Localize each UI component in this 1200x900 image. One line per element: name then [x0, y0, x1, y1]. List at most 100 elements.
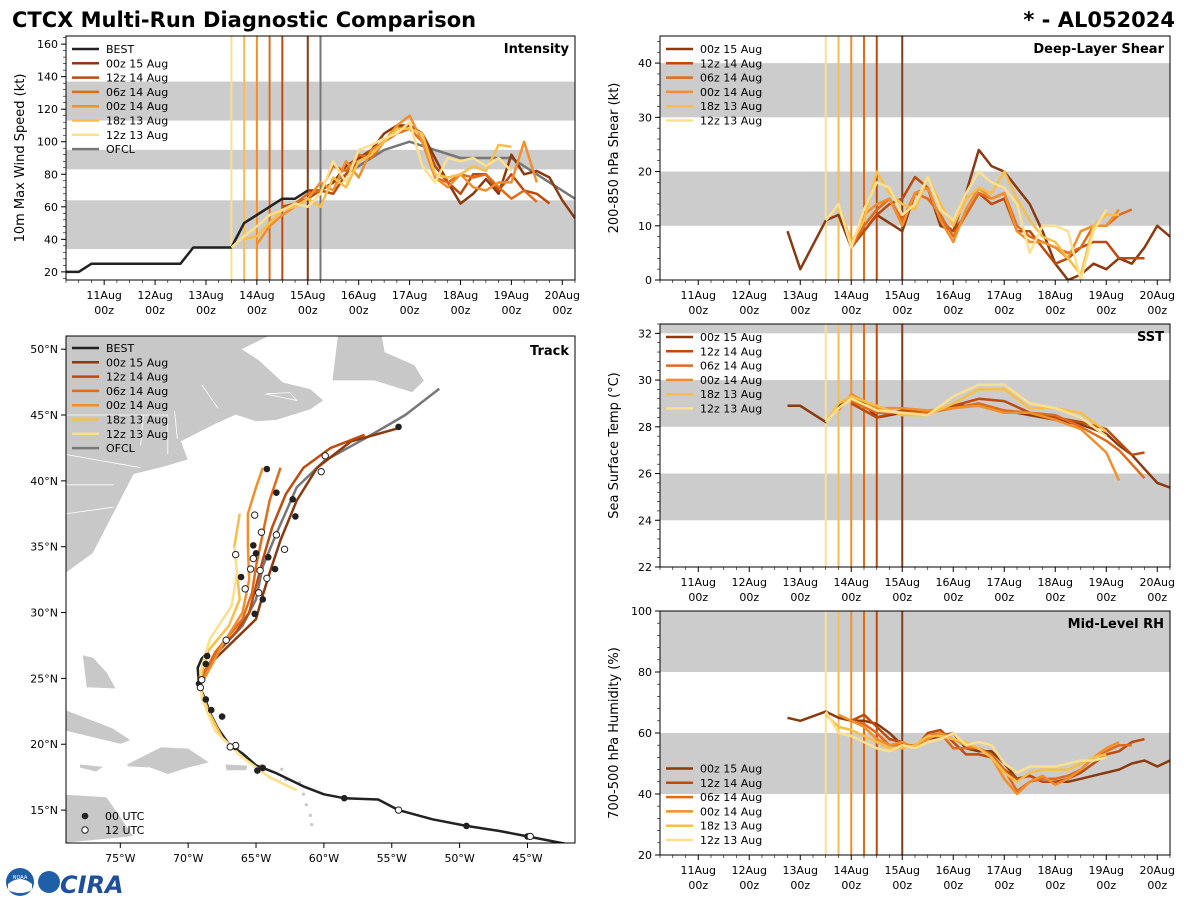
track-point-12utc: [321, 452, 329, 460]
lon-tick-label: 60°W: [309, 852, 339, 865]
series-line-18z-13-aug: [824, 713, 1107, 784]
lat-tick-label: 15°N: [30, 804, 58, 817]
marker-legend-label: 12 UTC: [105, 824, 145, 837]
track-point-00utc: [207, 706, 215, 714]
series-group: [787, 383, 1170, 489]
y-tick-label: 40: [44, 233, 58, 246]
rh-panel: 20 40 60 80 100 11Aug 00z 12Aug 00z 13Aug 00z 14Aug…: [607, 605, 1175, 892]
intensity-panel: 20 40 60 80 100 120 140 160 11Aug 00z 12Aug 00z 13Au…: [13, 35, 580, 317]
track-point-12utc: [198, 676, 206, 684]
y-tick-label: 140: [37, 71, 58, 84]
x-tick-sublabel: 00z: [1147, 304, 1167, 317]
lat-tick-label: 50°N: [30, 343, 58, 356]
x-tick-sublabel: 00z: [790, 879, 810, 892]
track-point-00utc: [259, 596, 267, 603]
series-line-12z-13-aug: [824, 383, 1108, 438]
y-tick-label: 22: [638, 561, 652, 574]
y-tick-label: 20: [44, 266, 58, 279]
lon-tick-label: 50°W: [444, 852, 474, 865]
y-tick-label: 26: [638, 468, 652, 481]
track-point-12utc: [249, 554, 258, 563]
legend-label: 06z 14 Aug: [700, 360, 762, 373]
legend-label: 12z 13 Aug: [700, 834, 762, 847]
track-line-best: [196, 651, 569, 843]
x-tick-sublabel: 00z: [790, 591, 810, 604]
x-tick-label: 17Aug: [987, 289, 1022, 302]
track-point-00utc: [273, 489, 280, 497]
y-tick-label: 24: [638, 514, 652, 527]
lat-tick-label: 25°N: [30, 672, 58, 685]
marker-legend-label: 00 UTC: [105, 810, 145, 823]
x-tick-label: 19Aug: [1089, 576, 1124, 589]
land-mass: [66, 709, 133, 745]
x-tick-sublabel: 00z: [739, 304, 759, 317]
x-tick-label: 14Aug: [239, 289, 274, 302]
track-point-00utc: [395, 423, 402, 431]
legend-label: 12z 13 Aug: [700, 403, 762, 416]
marker-legend-filled: [81, 812, 89, 820]
legend-label: 00z 14 Aug: [700, 374, 762, 387]
track-point-00utc: [251, 610, 258, 618]
x-tick-sublabel: 00z: [1045, 304, 1065, 317]
x-tick-label: 12Aug: [732, 576, 767, 589]
lat-tick-label: 40°N: [30, 475, 58, 488]
legend-label: 00z 14 Aug: [106, 399, 168, 412]
island: [304, 803, 308, 807]
track-point-12utc: [250, 511, 259, 519]
y-tick-label: 60: [638, 727, 652, 740]
track-point-00utc: [252, 549, 260, 557]
track-point-00utc: [202, 696, 210, 703]
track-point-00utc: [202, 660, 210, 668]
legend-label: 00z 14 Aug: [700, 86, 762, 99]
track-point-00utc: [340, 794, 348, 802]
x-tick-label: 12Aug: [732, 864, 767, 877]
y-axis-label: Sea Surface Temp (°C): [607, 372, 622, 519]
land-mass: [81, 654, 117, 690]
x-tick-sublabel: 00z: [943, 304, 963, 317]
x-tick-label: 18Aug: [443, 289, 478, 302]
state-boundary: [140, 414, 144, 446]
cira-globe-icon: [38, 871, 60, 893]
legend-label: 00z 15 Aug: [106, 57, 168, 70]
x-tick-label: 17Aug: [987, 576, 1022, 589]
x-tick-sublabel: 00z: [994, 879, 1014, 892]
series-line-00z-14-aug: [850, 186, 1120, 260]
track-point-12utc: [226, 743, 234, 751]
lat-tick-label: 35°N: [30, 541, 58, 554]
y-tick-label: 120: [37, 103, 58, 116]
panel-title: Intensity: [504, 42, 570, 57]
x-tick-label: 19Aug: [1089, 864, 1124, 877]
lat-tick-label: 30°N: [30, 607, 58, 620]
x-tick-label: 13Aug: [188, 289, 223, 302]
track-point-00utc: [292, 513, 299, 520]
island: [310, 822, 314, 827]
cira-logo: NOAA CIRA: [6, 868, 124, 899]
x-tick-label: 11Aug: [681, 289, 716, 302]
x-tick-sublabel: 00z: [145, 304, 165, 317]
x-tick-sublabel: 00z: [841, 591, 861, 604]
series-group: [787, 710, 1170, 796]
x-tick-sublabel: 00z: [1045, 879, 1065, 892]
y-tick-label: 100: [631, 605, 652, 618]
track-point-12utc: [241, 585, 249, 593]
y-tick-label: 30: [638, 374, 652, 387]
legend-label: 12z 13 Aug: [106, 129, 168, 142]
x-tick-label: 20Aug: [545, 289, 580, 302]
series-line-best: [66, 189, 309, 274]
x-tick-label: 17Aug: [987, 864, 1022, 877]
threshold-band: [660, 63, 1170, 118]
noaa-wave-icon: [8, 879, 32, 893]
panel-title: Track: [530, 344, 569, 359]
y-tick-label: 160: [37, 38, 58, 51]
x-tick-sublabel: 00z: [892, 304, 912, 317]
track-point-12utc: [280, 545, 289, 554]
x-tick-sublabel: 00z: [1147, 591, 1167, 604]
sst-panel: 22 24 26 28 30 32 11Aug 00z 12Aug 00z 13Aug 00z 14Au…: [607, 323, 1175, 604]
x-tick-sublabel: 00z: [247, 304, 267, 317]
legend-label: BEST: [106, 43, 134, 56]
shear-panel: 0 10 20 30 40 11Aug 00z 12Aug 00z 13Aug 00z 14Aug 00…: [607, 35, 1175, 317]
legend-label: 06z 14 Aug: [700, 72, 762, 85]
x-tick-label: 19Aug: [1089, 289, 1124, 302]
threshold-band: [660, 733, 1170, 794]
